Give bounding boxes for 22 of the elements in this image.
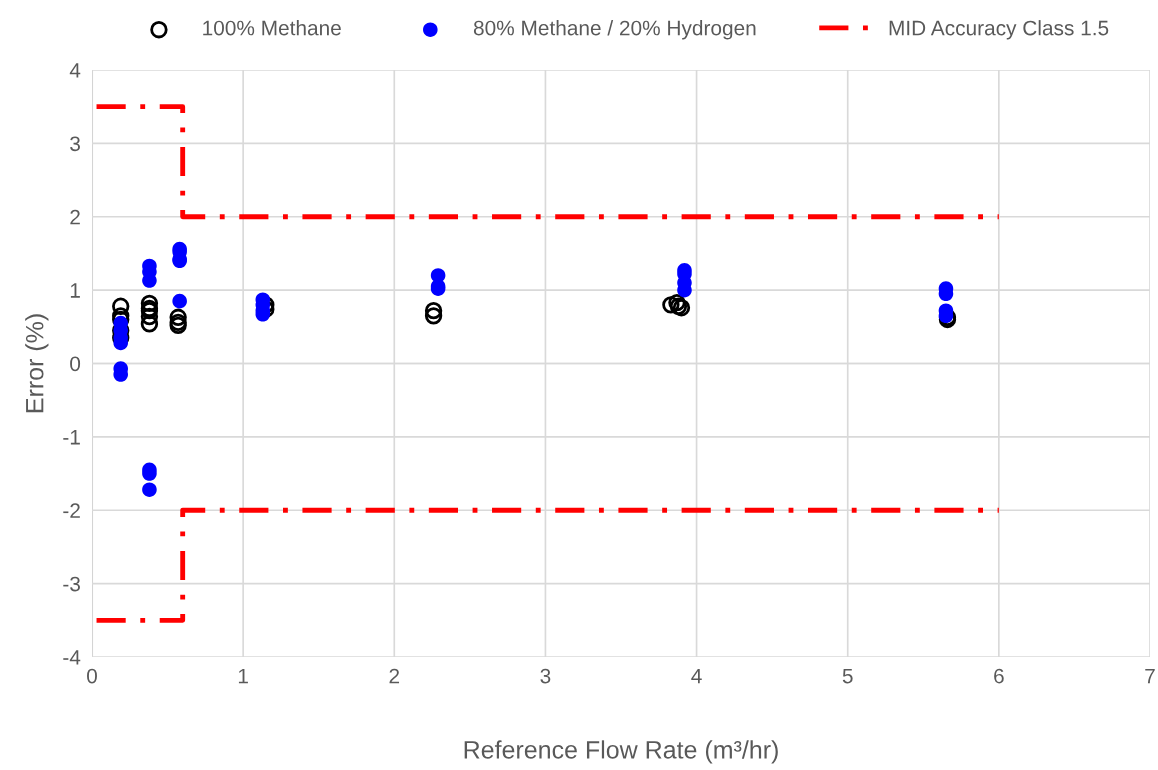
x-tick-label: 1 [238, 668, 248, 684]
y-tick-label: 1 [70, 283, 80, 298]
y-tick-label: 2 [70, 209, 80, 225]
y-tick-label: 0 [70, 356, 81, 372]
legend-label: MID Accuracy Class 1.5 [889, 20, 1109, 40]
y-tick-label: -3 [63, 576, 80, 592]
legend-label: 80% Methane / 20% Hydrogen [473, 20, 756, 40]
x-tick-label: 0 [87, 668, 97, 684]
x-tick-label: 2 [389, 668, 400, 684]
y-tick-label: -2 [63, 503, 80, 518]
x-tick-label: 3 [540, 668, 551, 684]
y-tick-label: 4 [69, 63, 81, 78]
x-tick-label: 6 [994, 668, 1004, 684]
x-tick-label: 5 [842, 668, 853, 684]
x-tick-label: 7 [1145, 668, 1155, 684]
x-axis-title: Reference Flow Rate (m³/hr) [464, 740, 778, 764]
legend-label: 100% Methane [203, 20, 341, 36]
x-tick-label: 4 [691, 668, 702, 684]
y-axis-title: Error (%) [25, 314, 49, 413]
y-tick-label: -4 [63, 650, 81, 665]
y-tick-label: -1 [63, 430, 80, 445]
y-tick-label: 3 [70, 136, 80, 152]
